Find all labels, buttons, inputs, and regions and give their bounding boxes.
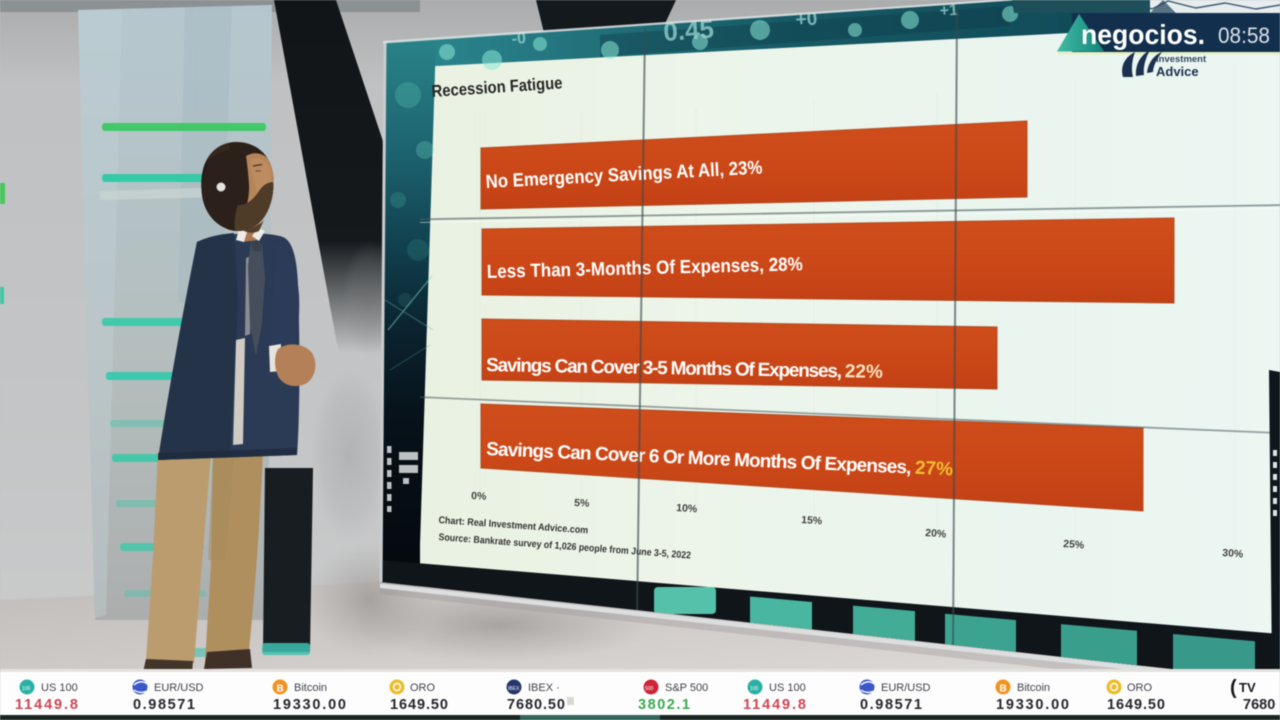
- svg-text:negocios.: negocios.: [1081, 19, 1205, 50]
- svg-text:Investment: Investment: [1156, 54, 1207, 65]
- svg-text:Advice: Advice: [1156, 64, 1199, 79]
- svg-text:0%: 0%: [471, 490, 487, 503]
- svg-text:7680: 7680: [1243, 697, 1275, 713]
- svg-text:S&P 500: S&P 500: [665, 682, 708, 694]
- svg-text:15%: 15%: [801, 514, 823, 527]
- svg-text:Bitcoin: Bitcoin: [294, 682, 327, 694]
- svg-text:7680.50: 7680.50: [507, 697, 565, 713]
- svg-text:1649.50: 1649.50: [1107, 697, 1165, 713]
- svg-text:100: 100: [750, 686, 759, 692]
- svg-text:100: 100: [22, 686, 31, 692]
- svg-text:IBEX ·: IBEX ·: [528, 682, 560, 694]
- svg-text:10%: 10%: [676, 502, 698, 515]
- svg-text:0.98571: 0.98571: [133, 697, 195, 713]
- svg-text:-0: -0: [511, 30, 526, 48]
- svg-text:B: B: [277, 684, 284, 695]
- svg-text:19330.00: 19330.00: [273, 697, 346, 713]
- svg-text:EUR/USD: EUR/USD: [154, 682, 204, 694]
- svg-text:500: 500: [645, 686, 654, 692]
- svg-text:0.98571: 0.98571: [860, 697, 922, 713]
- svg-text:08:58: 08:58: [1218, 23, 1270, 48]
- svg-text:25%: 25%: [1063, 538, 1085, 551]
- svg-text:5%: 5%: [574, 497, 590, 510]
- svg-text:1649.50: 1649.50: [390, 697, 448, 713]
- svg-text:US 100: US 100: [769, 682, 806, 694]
- svg-text:+1: +1: [939, 2, 958, 20]
- svg-text:Bitcoin: Bitcoin: [1017, 682, 1050, 694]
- svg-text:TV: TV: [1239, 680, 1256, 695]
- svg-text:EUR/USD: EUR/USD: [881, 682, 931, 694]
- svg-text:IBEX: IBEX: [508, 686, 520, 692]
- svg-text:US 100: US 100: [41, 682, 78, 694]
- svg-text:30%: 30%: [1222, 547, 1244, 560]
- svg-text:ORO: ORO: [1127, 682, 1153, 694]
- svg-text:ORO: ORO: [410, 682, 436, 694]
- svg-text:3802.1: 3802.1: [638, 697, 690, 713]
- svg-text:20%: 20%: [925, 527, 947, 540]
- svg-text:19330.00: 19330.00: [996, 697, 1069, 713]
- svg-text:(: (: [1230, 677, 1237, 699]
- svg-text:B: B: [1000, 684, 1007, 695]
